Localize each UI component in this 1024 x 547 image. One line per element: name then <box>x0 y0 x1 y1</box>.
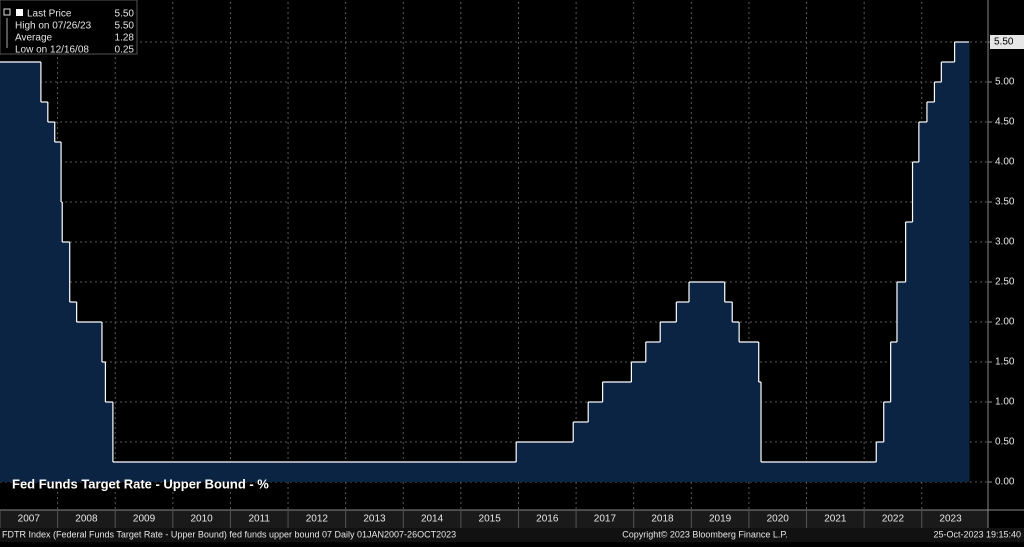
area-segment <box>76 322 103 482</box>
area-segment <box>631 362 647 482</box>
area-segment <box>0 62 42 482</box>
area-segment <box>645 342 661 482</box>
y-tick-label: 3.50 <box>995 197 1015 208</box>
area-segment <box>105 402 114 482</box>
area-segment <box>69 302 78 482</box>
area-segment <box>40 102 49 482</box>
area-segment <box>112 462 517 482</box>
y-tick-label: 5.00 <box>995 77 1015 88</box>
area-segment <box>47 122 56 482</box>
x-tick-label: 2020 <box>767 514 790 525</box>
area-segment <box>588 402 604 482</box>
area-segment <box>926 102 935 482</box>
area-segment <box>62 242 71 482</box>
area-segment <box>516 442 574 482</box>
x-tick-label: 2019 <box>709 514 732 525</box>
legend-value: 5.50 <box>115 9 135 20</box>
y-tick-label: 2.50 <box>995 277 1015 288</box>
area-segment <box>758 382 762 482</box>
area-segment <box>896 282 907 482</box>
area-segment <box>890 342 898 482</box>
x-tick-label: 2013 <box>363 514 386 525</box>
legend-label: Low on 12/16/08 <box>15 45 89 56</box>
legend-value: 0.25 <box>115 45 135 56</box>
x-tick-label: 2021 <box>824 514 847 525</box>
area-segment <box>918 122 928 482</box>
area-segment <box>573 422 589 482</box>
area-segment <box>739 342 760 482</box>
footer-center: Copyright© 2023 Bloomberg Finance L.P. <box>622 529 788 539</box>
x-tick-label: 2023 <box>939 514 962 525</box>
area-segment <box>602 382 632 482</box>
x-tick-label: 2015 <box>479 514 502 525</box>
x-tick-label: 2022 <box>882 514 905 525</box>
chart-title: Fed Funds Target Rate - Upper Bound - % <box>12 476 269 491</box>
legend-label: Last Price <box>27 9 72 20</box>
series <box>0 41 970 482</box>
area-segment <box>689 282 726 482</box>
x-tick-label: 2016 <box>536 514 559 525</box>
area-segment <box>761 462 877 482</box>
legend-marker <box>3 8 11 16</box>
y-tick-label: 4.00 <box>995 157 1015 168</box>
legend-value: 1.28 <box>115 33 135 44</box>
legend-label: High on 07/26/23 <box>15 21 92 32</box>
x-tick-label: 2014 <box>421 514 444 525</box>
x-tick-label: 2008 <box>75 514 98 525</box>
area-segment <box>61 202 63 482</box>
area-segment <box>676 302 690 482</box>
x-tick-label: 2007 <box>18 514 41 525</box>
area-segment <box>54 142 62 482</box>
legend-label: Average <box>15 33 53 44</box>
area-segment <box>912 162 920 482</box>
area-segment <box>883 402 892 482</box>
x-tick-label: 2011 <box>248 514 270 525</box>
last-price-label: 5.50 <box>994 37 1014 48</box>
x-tick-label: 2009 <box>133 514 156 525</box>
x-tick-label: 2018 <box>651 514 674 525</box>
y-tick-label: 0.00 <box>995 477 1015 488</box>
footer-left: FDTR Index (Federal Funds Target Rate - … <box>2 529 456 539</box>
x-tick-label: 2017 <box>594 514 617 525</box>
y-tick-label: 1.00 <box>995 397 1015 408</box>
last-price-tag <box>990 35 1024 49</box>
x-tick-label: 2012 <box>306 514 329 525</box>
legend-marker <box>16 9 23 16</box>
x-axis-band <box>0 510 988 528</box>
area-segment <box>876 442 885 482</box>
y-tick-label: 2.00 <box>995 317 1015 328</box>
area-segment <box>724 302 733 482</box>
area-segment <box>934 82 942 482</box>
area-segment <box>941 62 956 482</box>
y-tick-label: 1.50 <box>995 357 1015 368</box>
area-segment <box>101 362 106 482</box>
y-tick-label: 4.50 <box>995 117 1015 128</box>
area-segment <box>905 222 914 482</box>
footer-band <box>0 528 1024 542</box>
area-segment <box>954 42 970 482</box>
y-tick-label: 3.00 <box>995 237 1015 248</box>
plot-area <box>0 2 988 510</box>
x-tick-label: 2010 <box>191 514 214 525</box>
footer-right: 25-Oct-2023 19:15:40 <box>933 529 1021 539</box>
area-segment <box>660 322 677 482</box>
y-tick-label: 0.50 <box>995 437 1015 448</box>
legend-value: 5.50 <box>115 21 135 32</box>
area-segment <box>732 322 740 482</box>
